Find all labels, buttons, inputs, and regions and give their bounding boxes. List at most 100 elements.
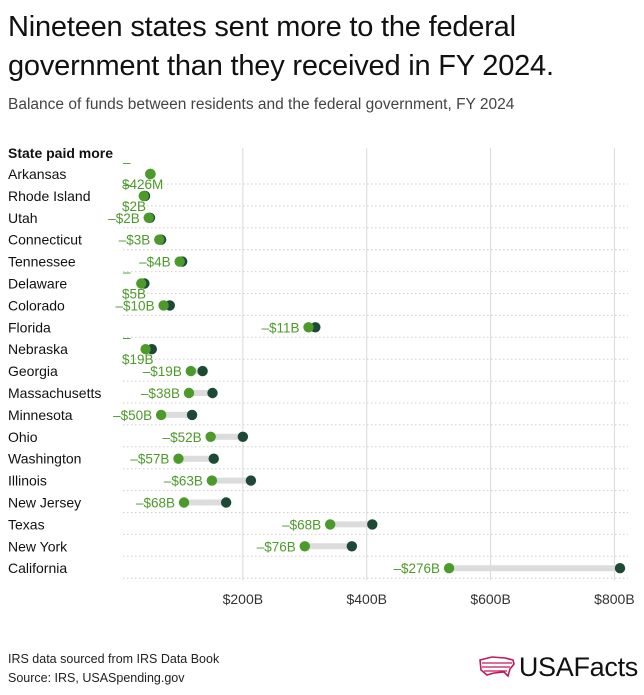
paid-dot xyxy=(346,541,358,552)
state-row: Texas –$68B xyxy=(8,516,628,535)
footer-source: Source: IRS, USASpending.gov xyxy=(8,671,185,685)
state-label: California xyxy=(8,560,67,576)
balance-label: –$63B xyxy=(164,474,203,489)
balance-label-dash: – xyxy=(123,330,131,345)
logo-text: USAFacts xyxy=(518,651,638,682)
state-row: Rhode Island – $2B xyxy=(8,177,628,214)
balance-label-dash: – xyxy=(123,177,131,192)
paid-dot xyxy=(207,387,218,399)
state-label: New York xyxy=(8,538,68,554)
paid-dot xyxy=(614,563,626,574)
state-row: Florida –$11B xyxy=(8,319,628,338)
chart-title: Nineteen states sent more to the federal… xyxy=(8,11,554,82)
received-dot xyxy=(443,563,455,574)
received-dot xyxy=(158,300,169,311)
state-row: New York –$76B xyxy=(8,538,628,557)
received-dot xyxy=(145,168,156,180)
state-label: Tennessee xyxy=(8,254,76,270)
chart-subtitle: Balance of funds between residents and t… xyxy=(8,96,515,113)
received-dot xyxy=(140,344,151,355)
balance-label-dash: – xyxy=(123,265,131,280)
received-dot xyxy=(136,278,147,289)
balance-label-dash: – xyxy=(123,155,131,170)
paid-dot xyxy=(208,453,219,464)
paid-dot xyxy=(367,519,378,530)
received-dot xyxy=(174,256,185,267)
balance-label: –$2B xyxy=(108,211,140,226)
us-map-icon xyxy=(478,656,515,678)
received-dot xyxy=(173,453,184,464)
received-dot xyxy=(303,322,314,333)
balance-label: –$10B xyxy=(116,298,155,313)
balance-label: –$68B xyxy=(282,517,321,532)
state-row: Washington –$57B xyxy=(8,451,628,470)
state-label: Minnesota xyxy=(8,407,73,423)
paid-dot xyxy=(197,365,208,377)
received-dot xyxy=(205,431,216,442)
group-label: State paid more xyxy=(8,145,113,161)
balance-label: $19B xyxy=(122,352,154,367)
paid-dot xyxy=(220,497,232,508)
state-label: Texas xyxy=(8,516,45,532)
state-label: New Jersey xyxy=(8,495,81,511)
state-label: Arkansas xyxy=(8,166,66,182)
state-row: Ohio –$52B xyxy=(8,429,628,448)
state-label: Connecticut xyxy=(8,232,82,248)
state-label: Colorado xyxy=(8,297,65,313)
state-row: Illinois –$63B xyxy=(8,473,628,492)
balance-label: –$68B xyxy=(136,496,175,511)
state-label: Nebraska xyxy=(8,341,68,357)
balance-label: –$50B xyxy=(113,408,152,423)
state-row: Connecticut –$3B xyxy=(8,232,628,251)
balance-label: –$4B xyxy=(139,255,171,270)
state-label: Ohio xyxy=(8,429,38,445)
state-label: Delaware xyxy=(8,276,67,292)
x-tick-label: $200B xyxy=(223,591,263,607)
state-label: Utah xyxy=(8,210,38,226)
received-dot xyxy=(154,234,165,245)
balance-label: –$3B xyxy=(119,233,151,248)
state-label: Massachusetts xyxy=(8,385,101,401)
received-dot xyxy=(155,409,167,421)
received-dot xyxy=(143,212,154,223)
x-tick-label: $600B xyxy=(470,591,510,607)
balance-label: $2B xyxy=(122,199,146,214)
state-row: Minnesota –$50B xyxy=(8,407,628,426)
state-row: New Jersey –$68B xyxy=(8,495,628,513)
balance-label: –$76B xyxy=(257,539,296,554)
received-dot xyxy=(324,519,336,530)
paid-dot xyxy=(245,475,257,486)
balance-label: –$38B xyxy=(141,386,180,401)
balance-label: –$11B xyxy=(261,320,299,335)
paid-dot xyxy=(237,431,249,442)
state-row: Delaware – $5B xyxy=(8,265,628,302)
state-row: Massachusetts –$38B xyxy=(8,385,628,404)
received-dot xyxy=(185,365,197,377)
state-row: Tennessee –$4B xyxy=(8,254,628,273)
x-tick-label: $400B xyxy=(346,591,386,607)
received-dot xyxy=(299,541,310,552)
received-dot xyxy=(206,475,218,486)
state-label: Illinois xyxy=(8,473,47,489)
state-label: Florida xyxy=(8,319,51,335)
balance-label: –$19B xyxy=(143,364,182,379)
state-row: Georgia –$19B xyxy=(8,363,628,382)
state-row: Arkansas–$426M xyxy=(8,155,628,192)
balance-label: $426M xyxy=(122,177,163,192)
received-dot xyxy=(183,387,195,399)
footer-note: IRS data sourced from IRS Data Book xyxy=(8,652,220,666)
balance-label: –$276B xyxy=(394,561,441,576)
state-row: Nebraska – $19B xyxy=(8,330,628,367)
balance-label: –$52B xyxy=(163,430,202,445)
received-dot xyxy=(178,497,190,508)
state-label: Rhode Island xyxy=(8,188,91,204)
balance-label: $5B xyxy=(122,287,146,302)
state-row: Colorado –$10B xyxy=(8,297,628,316)
state-label: Georgia xyxy=(8,363,58,379)
usafacts-logo: USAFacts xyxy=(477,652,638,682)
received-dot xyxy=(138,190,149,202)
x-tick-label: $800B xyxy=(594,591,634,607)
paid-dot xyxy=(186,409,198,421)
state-row: California –$276B xyxy=(8,560,628,579)
